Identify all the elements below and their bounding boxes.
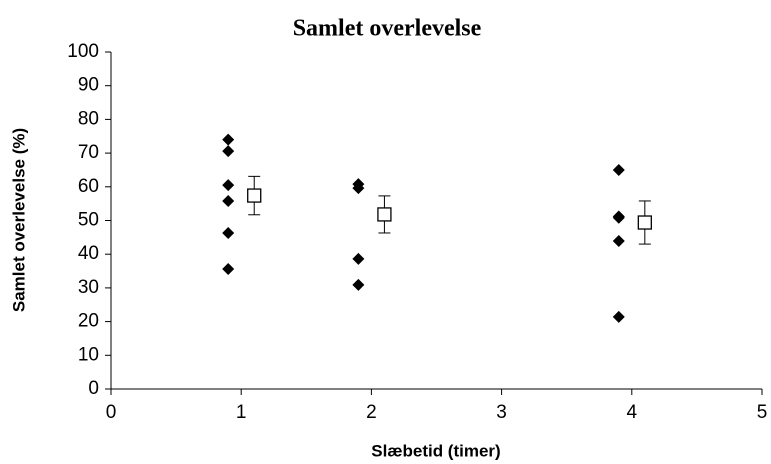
x-tick-label: 5 bbox=[757, 402, 768, 423]
point bbox=[222, 145, 235, 158]
point bbox=[222, 179, 235, 192]
y-tick-label: 40 bbox=[78, 243, 99, 264]
x-tick-label: 3 bbox=[496, 402, 507, 423]
point bbox=[612, 163, 625, 176]
y-tick-label: 90 bbox=[78, 75, 99, 96]
point bbox=[612, 235, 625, 248]
point bbox=[352, 252, 365, 265]
x-tick-label: 4 bbox=[627, 402, 638, 423]
chart-title: Samlet overlevelse bbox=[293, 16, 482, 42]
point bbox=[222, 194, 235, 207]
x-tick-label: 1 bbox=[236, 402, 247, 423]
y-tick-label: 0 bbox=[88, 378, 99, 399]
y-tick-label: 70 bbox=[78, 142, 99, 163]
point bbox=[222, 263, 235, 276]
point bbox=[222, 226, 235, 239]
point bbox=[352, 278, 365, 291]
x-axis-title: Slæbetid (timer) bbox=[371, 441, 500, 460]
point bbox=[612, 211, 625, 224]
y-tick-label: 10 bbox=[78, 344, 99, 365]
mean-point bbox=[377, 207, 392, 222]
mean-point bbox=[637, 215, 652, 230]
point bbox=[222, 133, 235, 146]
x-tick-label: 0 bbox=[106, 402, 117, 423]
y-axis-title: Samlet overlevelse (%) bbox=[9, 128, 28, 312]
y-tick-label: 60 bbox=[78, 176, 99, 197]
y-tick-label: 100 bbox=[67, 41, 99, 62]
mean-point bbox=[247, 188, 262, 203]
y-tick-label: 80 bbox=[78, 108, 99, 129]
y-tick-label: 30 bbox=[78, 277, 99, 298]
point bbox=[352, 182, 365, 195]
point bbox=[612, 310, 625, 323]
y-tick-label: 20 bbox=[78, 311, 99, 332]
x-tick-label: 2 bbox=[366, 402, 377, 423]
y-tick-label: 50 bbox=[78, 210, 99, 231]
